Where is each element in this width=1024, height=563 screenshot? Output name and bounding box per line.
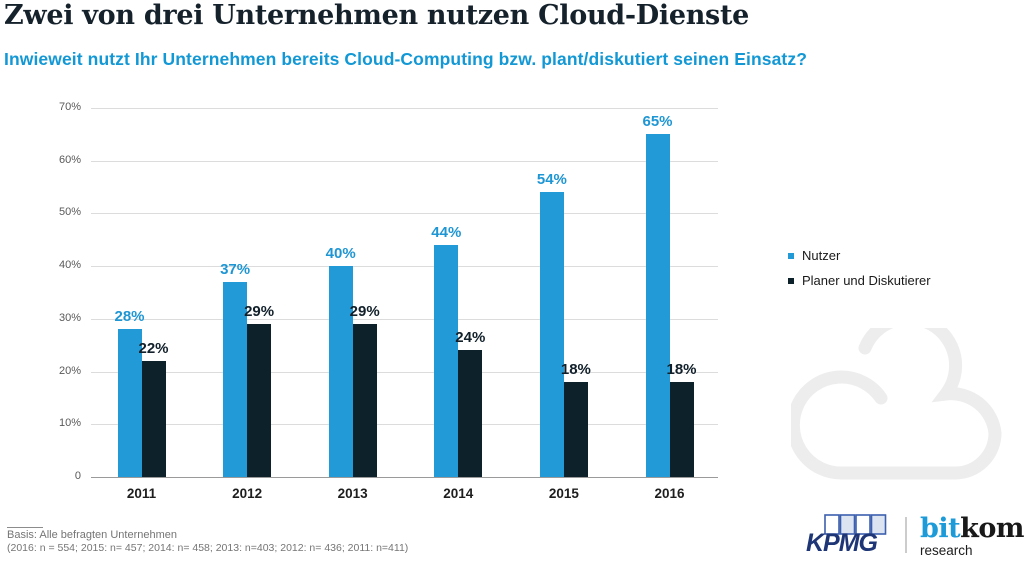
page-title: Zwei von drei Unternehmen nutzen Cloud-D… [4,0,749,31]
gridline-0 [91,477,718,478]
bar-nutzer-2013 [328,266,353,477]
kpmg-logo: KPMG [806,514,887,557]
year-label-2013: 2013 [337,486,368,501]
value-label-nutzer-2015: 54% [536,171,567,188]
bitkom-wordmark-kom: kom [960,513,1024,544]
y-axis-tick-label: 0 [74,470,81,482]
y-axis-tick-label: 50% [58,206,81,218]
y-axis-tick-label: 60% [58,154,81,166]
gridline-70 [91,108,718,109]
legend-label-nutzer: Nutzer [802,248,841,263]
y-axis-tick-label: 20% [58,365,81,377]
gridline-60 [91,161,718,162]
y-axis-tick-label: 10% [58,417,81,429]
value-label-nutzer-2012: 37% [220,261,251,278]
legend-label-planer: Planer und Diskutierer [802,273,931,288]
footnote-sample-sizes: (2016: n = 554; 2015: n= 457; 2014: n= 4… [7,542,409,554]
bar-nutzer-2015 [539,192,564,477]
brand-divider [905,517,907,553]
bar-nutzer-2011 [117,329,142,477]
legend-item-nutzer: Nutzer [788,248,931,263]
value-label-nutzer-2013: 40% [325,245,356,262]
bar-chart-plot-area: 0 10% 20% 30% 40% 50% 60% 70% 28% 22% 2011 37% 29% 20… [59,101,718,501]
bar-planer-und-diskutierer-2015 [563,382,588,477]
bitkom-wordmark: bitkom [920,515,1024,542]
gridline-50 [91,213,718,214]
gridline-10 [91,424,718,425]
chart-subtitle-question: Inwieweit nutzt Ihr Unternehmen bereits … [4,49,808,69]
footnote-divider [7,527,43,528]
value-label-nutzer-2011: 28% [114,308,145,325]
value-label-nutzer-2016: 65% [642,113,673,130]
legend-swatch-planer [788,278,794,284]
value-label-nutzer-2014: 44% [431,224,462,241]
y-axis-tick-label: 30% [58,312,81,324]
svg-text:KPMG: KPMG [806,529,878,557]
gridline-20 [91,372,718,373]
year-label-2016: 2016 [654,486,685,501]
value-label-planer-und-diskutierer-2013: 29% [349,303,380,320]
year-label-2015: 2015 [548,486,579,501]
bitkom-research-label: research [920,543,973,558]
y-axis-tick-label: 70% [58,101,81,113]
bar-planer-und-diskutierer-2013 [352,324,377,477]
bar-planer-und-diskutierer-2014 [458,350,483,477]
gridline-40 [91,266,718,267]
gridline-30 [91,319,718,320]
legend-item-planer: Planer und Diskutierer [788,273,931,288]
bar-planer-und-diskutierer-2011 [141,361,166,477]
bitkom-wordmark-bit: bit [920,513,961,544]
value-label-planer-und-diskutierer-2011: 22% [138,340,169,357]
year-label-2012: 2012 [232,486,263,501]
bar-planer-und-diskutierer-2016 [669,382,694,477]
legend-swatch-nutzer [788,253,794,259]
cloud-icon [791,328,1002,480]
bar-nutzer-2016 [645,134,670,477]
bar-nutzer-2012 [223,282,248,477]
bitkom-research-logo: bitkom research [920,515,1024,558]
year-label-2011: 2011 [126,486,157,501]
footnote-basis: Basis: Alle befragten Unternehmen [7,529,177,541]
y-axis-tick-label: 40% [58,259,81,271]
bar-nutzer-2014 [434,245,459,477]
year-label-2014: 2014 [443,486,474,501]
value-label-planer-und-diskutierer-2014: 24% [455,329,486,346]
bar-planer-und-diskutierer-2012 [247,324,272,477]
chart-legend: Nutzer Planer und Diskutierer [788,248,931,298]
value-label-planer-und-diskutierer-2015: 18% [560,361,591,378]
value-label-planer-und-diskutierer-2016: 18% [666,361,697,378]
value-label-planer-und-diskutierer-2012: 29% [244,303,275,320]
